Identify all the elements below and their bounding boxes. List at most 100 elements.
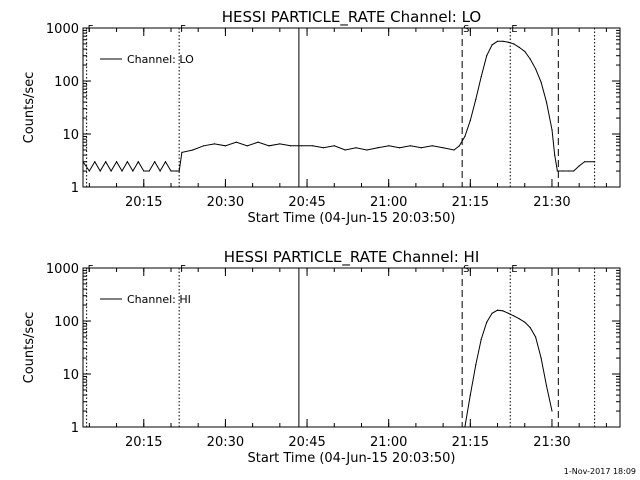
data-point [554,154,556,156]
legend-label: Channel: HI [127,293,191,306]
data-point [551,129,553,131]
data-point [82,161,84,163]
data-point [458,145,460,147]
data-point [99,170,101,172]
data-point [148,170,150,172]
data-point [431,145,433,147]
data-point [480,338,482,340]
data-point [480,76,482,78]
data-point [486,55,488,57]
data-point [132,170,134,172]
event-marker-label: E [511,264,517,275]
event-marker-label: S [463,24,469,35]
data-point [126,161,128,163]
x-tick-label: 20:30 [207,435,244,450]
y-axis-label: Counts/sec [22,72,37,144]
data-point [366,149,368,151]
x-tick-label: 21:30 [533,435,570,450]
data-point [464,426,466,428]
data-point [116,161,118,163]
data-point [399,147,401,149]
y-tick-label: 100 [54,75,79,90]
series-line [464,309,553,428]
chart-title: HESSI PARTICLE_RATE Channel: LO [222,8,481,27]
y-axis-label: Counts/sec [22,312,37,384]
data-point [584,161,586,163]
event-marker-label: S [463,264,469,275]
data-point [567,170,569,172]
y-tick-label: 1000 [46,22,79,37]
data-point [518,46,520,49]
data-point [502,40,504,42]
data-point [551,410,553,412]
data-point [88,170,90,172]
x-tick-label: 20:15 [125,195,162,210]
x-tick-label: 20:15 [125,435,162,450]
event-marker-label: F [88,264,94,275]
data-point [453,149,455,151]
x-tick-label: 21:00 [370,435,407,450]
data-point [355,147,357,149]
event-marker-label: E [511,24,517,35]
data-point [475,98,477,100]
data-point [486,321,488,323]
data-point [491,312,493,314]
data-point [246,145,248,147]
y-tick-label: 10 [62,368,79,383]
data-point [420,147,422,149]
y-tick-label: 1 [71,421,79,436]
data-point [333,145,335,147]
chart-title: HESSI PARTICLE_RATE Channel: HI [224,248,480,267]
data-point [377,147,379,149]
data-point [518,318,520,320]
data-point [178,170,180,172]
data-point [154,161,156,163]
legend-label: Channel: LO [127,53,194,66]
data-point [464,135,466,137]
data-point [573,170,575,172]
data-point [143,170,145,172]
data-point [164,161,167,163]
lo-channel-panel: HESSI PARTICLE_RATE Channel: LO 1 10 100 100… [22,8,621,226]
data-point [529,58,531,60]
data-point [540,81,542,83]
data-point [502,310,504,312]
x-tick-label: 21:15 [452,195,489,210]
data-point [507,312,509,314]
x-tick-label: 21:15 [452,435,489,450]
x-axis-label: Start Time (04-Jun-15 20:03:50) [248,211,456,226]
data-point [203,145,205,147]
data-point [311,145,314,147]
data-point [137,161,139,163]
data-point [496,40,499,42]
data-point [301,145,303,147]
data-point [175,170,177,172]
data-point [159,170,161,172]
event-marker-label: F [180,24,186,35]
data-point [388,145,390,147]
data-point [535,336,537,338]
data-point [507,41,509,43]
plot-frame [82,27,621,188]
data-point [344,149,346,151]
plot-frame [82,267,621,428]
y-tick-label: 10 [62,128,79,143]
data-point [409,145,412,147]
data-point [192,149,194,151]
data-point [322,147,324,149]
x-tick-label: 21:00 [370,195,407,210]
data-point [235,141,237,143]
data-point [513,43,515,45]
data-point [524,50,526,53]
data-point [524,321,526,323]
event-marker-label: F [88,24,94,35]
data-point [562,170,564,172]
data-point [224,145,226,147]
data-point [475,364,477,366]
y-tick-label: 100 [54,315,79,330]
x-tick-label: 20:45 [288,195,325,210]
data-point [578,165,580,167]
data-point [105,161,107,163]
data-point [110,170,112,172]
